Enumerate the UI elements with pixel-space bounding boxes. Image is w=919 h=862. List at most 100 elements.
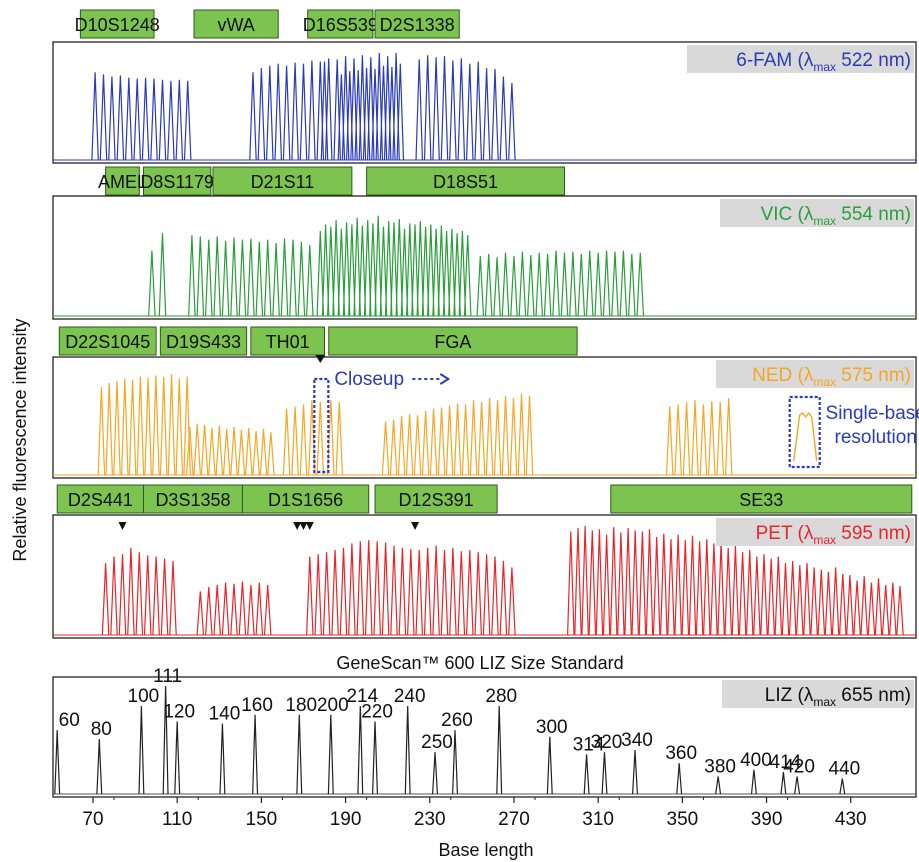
locus-th01: TH01 [250, 326, 326, 356]
peak [97, 387, 106, 476]
size-peak-label: 180 [285, 695, 317, 716]
x-tick-label: 230 [414, 809, 446, 830]
peak [169, 560, 177, 636]
peak [474, 61, 482, 161]
peak [274, 63, 282, 161]
peak [148, 250, 156, 317]
single-base-peaks [793, 411, 818, 462]
peak [525, 395, 534, 476]
peak [567, 531, 575, 636]
peak [440, 549, 449, 636]
peak [255, 241, 264, 317]
peak [509, 397, 518, 476]
locus-label: D22S1045 [65, 332, 150, 352]
peak [389, 419, 398, 476]
locus-box [374, 484, 498, 514]
locus-box [307, 9, 374, 39]
peak [510, 256, 518, 317]
peak [263, 239, 272, 317]
peak [611, 251, 619, 317]
peak [358, 55, 367, 161]
locus-box [79, 9, 155, 39]
size-peak-label: 320 [591, 732, 623, 753]
peak [230, 237, 238, 317]
peak [332, 220, 340, 317]
peak [710, 543, 718, 636]
peak [158, 233, 167, 317]
dye-label: PET (λmax 595 nm) [716, 518, 914, 547]
size-peak [780, 771, 787, 795]
size-peak [794, 776, 801, 795]
peak [205, 586, 213, 636]
peak [321, 224, 330, 317]
peak [337, 228, 346, 317]
peak [753, 556, 761, 636]
peak [731, 545, 740, 636]
peak [289, 239, 297, 317]
peak [141, 77, 150, 161]
peak [280, 238, 289, 317]
locus-label: D19S433 [166, 332, 241, 352]
peak [356, 541, 365, 636]
dye-label-bg [716, 360, 914, 388]
peak [760, 554, 768, 636]
peak [609, 527, 618, 636]
locus-box [143, 166, 212, 196]
peak [354, 70, 362, 161]
peak [384, 221, 393, 317]
size-peak [452, 730, 458, 795]
peak-marker [118, 522, 127, 530]
peak [375, 52, 384, 161]
peak [463, 235, 472, 317]
locus-box [374, 9, 460, 39]
size-peak-label: 214 [346, 686, 378, 707]
peak [257, 67, 266, 161]
peak [381, 542, 390, 636]
peak [200, 424, 209, 476]
peak [416, 221, 425, 317]
peak [774, 556, 783, 636]
peak [585, 250, 594, 317]
dye-label: LIZ (λmax 655 nm) [722, 680, 914, 709]
locus-label: SE33 [739, 490, 783, 510]
peak [432, 228, 440, 317]
peak [703, 539, 711, 636]
locus-d8s1179: D8S1179 [140, 166, 214, 196]
peak-marker [299, 522, 308, 530]
locus-amel: AMEL [98, 166, 147, 196]
dye-label: VIC (λmax 554 nm) [720, 199, 914, 228]
peak [440, 56, 449, 161]
peak [266, 65, 274, 161]
single-base-label-line1: Single-base [826, 403, 919, 424]
size-peak-label: 420 [783, 756, 815, 777]
peak [691, 400, 699, 476]
peak [291, 406, 299, 476]
dye-label-text: NED (λmax 575 nm) [752, 365, 911, 389]
peak [469, 400, 478, 476]
peak [810, 567, 818, 636]
peak [121, 378, 129, 476]
size-peak-label: 220 [361, 701, 393, 722]
peak [362, 67, 371, 161]
peak [449, 60, 457, 161]
size-peak [174, 721, 181, 795]
peak-marker [411, 522, 420, 530]
size-peak-label: 300 [536, 717, 568, 738]
size-peak [601, 752, 608, 795]
size-peak [496, 705, 503, 795]
size-peak-label: 414 [770, 752, 802, 773]
peak [716, 402, 724, 476]
size-peak-label: 160 [241, 695, 273, 716]
peak [272, 242, 280, 317]
x-tick-label: 150 [246, 809, 278, 830]
peak [638, 531, 647, 636]
peak [364, 540, 373, 636]
locus-box [193, 9, 279, 39]
peak [105, 382, 113, 476]
peak [259, 428, 268, 476]
peak [581, 525, 589, 636]
locus-label: D21S11 [251, 172, 315, 192]
peak [331, 549, 339, 636]
peak [569, 251, 577, 317]
